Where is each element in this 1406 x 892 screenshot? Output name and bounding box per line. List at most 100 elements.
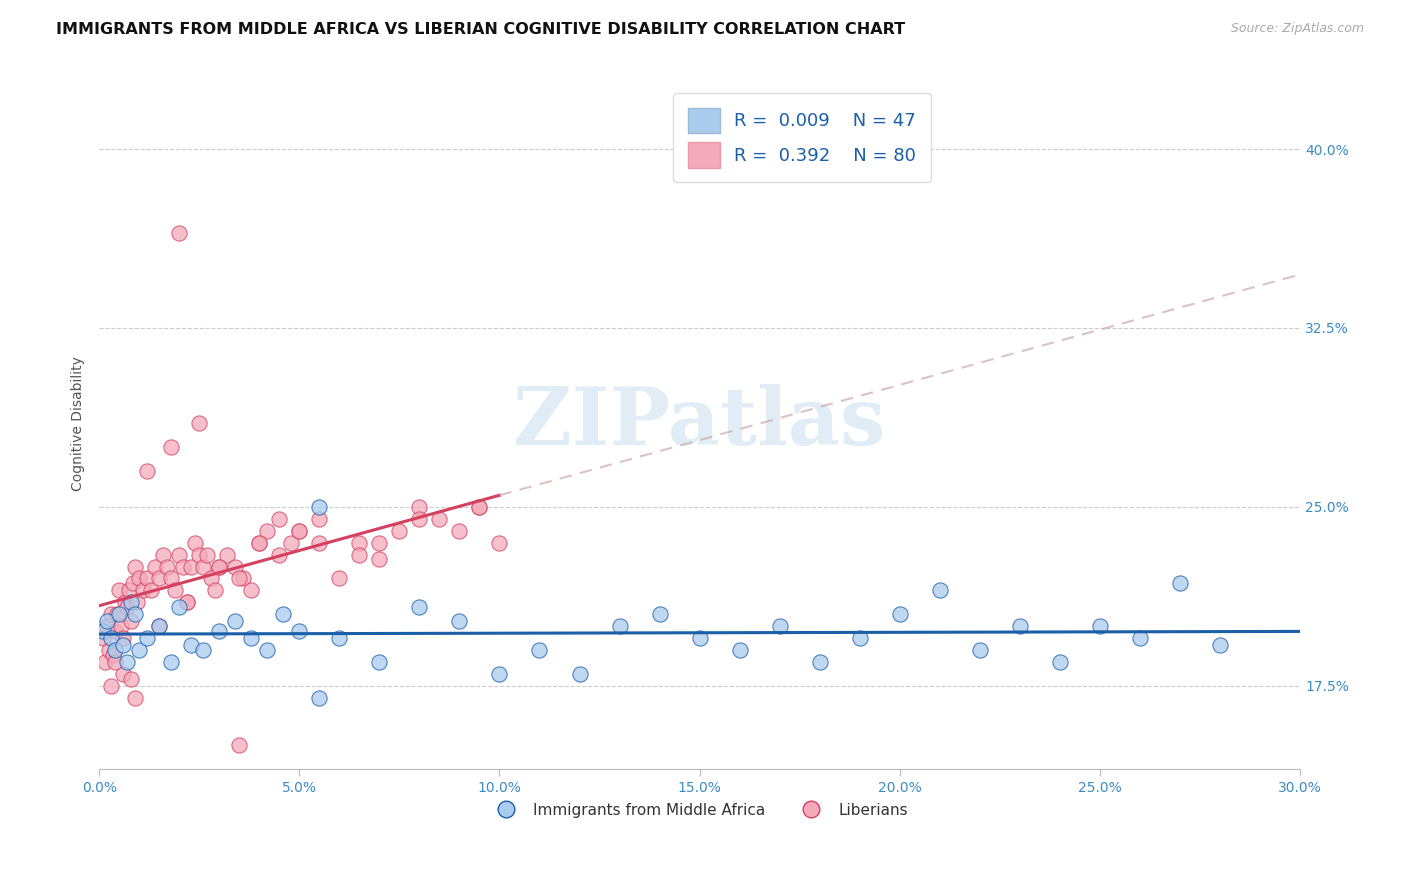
Point	[156, 559, 179, 574]
Point	[1168, 576, 1191, 591]
Point	[368, 655, 391, 669]
Text: ZIPatlas: ZIPatlas	[513, 384, 886, 462]
Point	[368, 535, 391, 549]
Point	[167, 600, 190, 615]
Point	[308, 535, 330, 549]
Point	[108, 607, 131, 622]
Point	[429, 512, 451, 526]
Point	[165, 583, 187, 598]
Point	[110, 619, 132, 633]
Point	[188, 417, 211, 431]
Point	[152, 548, 174, 562]
Point	[328, 631, 350, 645]
Point	[269, 512, 291, 526]
Point	[136, 631, 159, 645]
Point	[136, 464, 159, 478]
Point	[408, 500, 430, 514]
Point	[208, 559, 231, 574]
Point	[408, 600, 430, 615]
Point	[488, 666, 510, 681]
Point	[124, 690, 146, 705]
Point	[388, 524, 411, 538]
Point	[728, 643, 751, 657]
Point	[136, 571, 159, 585]
Point	[228, 571, 250, 585]
Point	[217, 548, 239, 562]
Point	[247, 535, 270, 549]
Point	[100, 607, 122, 622]
Point	[96, 615, 118, 629]
Point	[127, 595, 149, 609]
Text: Source: ZipAtlas.com: Source: ZipAtlas.com	[1230, 22, 1364, 36]
Point	[308, 500, 330, 514]
Y-axis label: Cognitive Disability: Cognitive Disability	[72, 356, 86, 491]
Point	[124, 559, 146, 574]
Point	[141, 583, 163, 598]
Point	[240, 583, 263, 598]
Point	[120, 595, 142, 609]
Point	[689, 631, 711, 645]
Point	[349, 535, 371, 549]
Point	[308, 512, 330, 526]
Point	[124, 607, 146, 622]
Point	[224, 615, 246, 629]
Point	[224, 559, 246, 574]
Point	[288, 624, 311, 638]
Point	[180, 559, 202, 574]
Point	[271, 607, 294, 622]
Point	[105, 607, 128, 622]
Point	[100, 631, 122, 645]
Point	[112, 638, 135, 652]
Point	[167, 226, 190, 240]
Point	[269, 548, 291, 562]
Point	[769, 619, 792, 633]
Point	[91, 624, 114, 638]
Point	[94, 655, 117, 669]
Point	[115, 600, 138, 615]
Point	[132, 583, 155, 598]
Point	[349, 548, 371, 562]
Point	[115, 655, 138, 669]
Point	[889, 607, 911, 622]
Point	[101, 648, 124, 662]
Legend: Immigrants from Middle Africa, Liberians: Immigrants from Middle Africa, Liberians	[485, 797, 915, 824]
Point	[1008, 619, 1031, 633]
Point	[1088, 619, 1111, 633]
Point	[648, 607, 671, 622]
Point	[120, 615, 142, 629]
Point	[228, 739, 250, 753]
Point	[193, 559, 215, 574]
Point	[609, 619, 631, 633]
Point	[104, 643, 127, 657]
Point	[148, 571, 170, 585]
Point	[100, 679, 122, 693]
Point	[91, 631, 114, 645]
Point	[1049, 655, 1071, 669]
Point	[928, 583, 950, 598]
Point	[118, 583, 141, 598]
Point	[247, 535, 270, 549]
Point	[232, 571, 254, 585]
Point	[128, 643, 150, 657]
Point	[193, 643, 215, 657]
Point	[468, 500, 491, 514]
Point	[529, 643, 551, 657]
Point	[160, 655, 183, 669]
Point	[848, 631, 870, 645]
Point	[1209, 638, 1232, 652]
Point	[122, 576, 145, 591]
Text: IMMIGRANTS FROM MIDDLE AFRICA VS LIBERIAN COGNITIVE DISABILITY CORRELATION CHART: IMMIGRANTS FROM MIDDLE AFRICA VS LIBERIA…	[56, 22, 905, 37]
Point	[449, 524, 471, 538]
Point	[98, 643, 121, 657]
Point	[208, 559, 231, 574]
Point	[112, 631, 135, 645]
Point	[167, 548, 190, 562]
Point	[1129, 631, 1152, 645]
Point	[180, 638, 202, 652]
Point	[148, 619, 170, 633]
Point	[112, 666, 135, 681]
Point	[104, 655, 127, 669]
Point	[108, 583, 131, 598]
Point	[568, 666, 591, 681]
Point	[328, 571, 350, 585]
